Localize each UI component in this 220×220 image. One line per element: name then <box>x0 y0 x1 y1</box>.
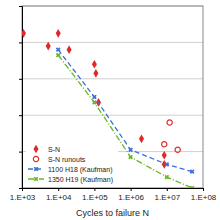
x-axis-title: Cycles to failure N <box>76 208 149 218</box>
data-point <box>56 29 61 38</box>
plot: 1.E+03 1.E+04 1.E+05 1.E+06 1.E+07 1.E+08 <box>10 6 217 202</box>
legend-box <box>26 142 118 186</box>
y-tick-mark <box>19 188 22 189</box>
x-tick-mark <box>94 188 95 191</box>
chart: 1.E+03 1.E+04 1.E+05 1.E+06 1.E+07 1.E+08 Cycl… <box>0 0 220 220</box>
y-tick-mark <box>19 79 22 80</box>
y-tick-mark <box>19 6 22 7</box>
data-point <box>55 46 62 53</box>
data-point <box>93 69 98 78</box>
x-tick: 1.E+08 <box>191 188 217 202</box>
x-axis-line <box>23 189 204 192</box>
x-tick: 1.E+04 <box>46 188 72 202</box>
data-point <box>55 52 62 59</box>
data-point <box>175 147 180 152</box>
y-tick-mark <box>19 115 22 116</box>
x-tick-mark <box>58 188 59 191</box>
data-point <box>189 168 196 175</box>
grid-line <box>22 42 203 43</box>
data-point <box>162 151 167 160</box>
legend-label: S-N runouts <box>48 156 86 163</box>
legend-item: S-N <box>33 145 60 154</box>
y-axis-line <box>19 7 23 189</box>
legend-label: 1350 H19 (Kaufman) <box>48 176 113 184</box>
legend-label: S-N <box>48 146 60 153</box>
legend-marker <box>33 156 38 161</box>
legend-item: 1100 H18 (Kaufman) <box>28 165 112 173</box>
y-tick <box>19 6 22 7</box>
data-point <box>189 184 196 188</box>
x-tick: 1.E+05 <box>82 188 108 202</box>
legend-item: S-N runouts <box>33 156 85 163</box>
data-point <box>139 134 144 143</box>
x-tick: 1.E+07 <box>155 188 181 202</box>
y-axis <box>19 7 23 189</box>
legend-item: 1350 H19 (Kaufman) <box>28 175 113 183</box>
y-tick <box>19 188 22 189</box>
x-tick-label: 1.E+08 <box>191 193 217 202</box>
y-tick <box>19 79 22 80</box>
x-axis: 1.E+03 1.E+04 1.E+05 1.E+06 1.E+07 1.E+08 <box>10 188 217 202</box>
y-tick <box>19 115 22 116</box>
grid-line <box>22 78 203 79</box>
legend: S-N S-N runouts 1100 H18 (Kaufman) 1350 H19… <box>26 142 118 186</box>
x-tick: 1.E+03 <box>10 188 36 202</box>
data-point <box>91 99 98 106</box>
x-tick-label: 1.E+06 <box>118 193 144 202</box>
data-area <box>22 29 196 188</box>
x-tick-mark <box>131 188 132 191</box>
series <box>162 120 181 153</box>
data-point <box>162 142 167 147</box>
legend-marker <box>32 175 39 182</box>
grid <box>22 6 203 188</box>
data-point <box>67 45 72 54</box>
x-tick-mark <box>167 188 168 191</box>
data-point <box>163 161 170 168</box>
x-tick-mark <box>203 188 204 191</box>
x-tick-label: 1.E+05 <box>82 193 108 202</box>
legend-marker <box>32 165 39 172</box>
grid-line <box>22 115 203 116</box>
y-tick <box>19 42 22 43</box>
data-point <box>92 60 97 69</box>
y-tick-mark <box>19 152 22 153</box>
y-tick <box>19 152 22 153</box>
x-tick-label: 1.E+04 <box>46 193 72 202</box>
plot-frame <box>22 6 203 188</box>
y-tick-mark <box>19 42 22 43</box>
data-point <box>127 146 134 153</box>
data-point <box>46 42 51 51</box>
x-tick: 1.E+06 <box>118 188 144 202</box>
data-point <box>167 120 172 125</box>
data-point <box>163 174 170 181</box>
x-tick-label: 1.E+07 <box>155 193 181 202</box>
data-point <box>127 154 134 161</box>
legend-marker <box>33 145 38 154</box>
data-point <box>22 29 26 38</box>
x-tick-label: 1.E+03 <box>10 193 36 202</box>
legend-label: 1100 H18 (Kaufman) <box>48 166 112 174</box>
